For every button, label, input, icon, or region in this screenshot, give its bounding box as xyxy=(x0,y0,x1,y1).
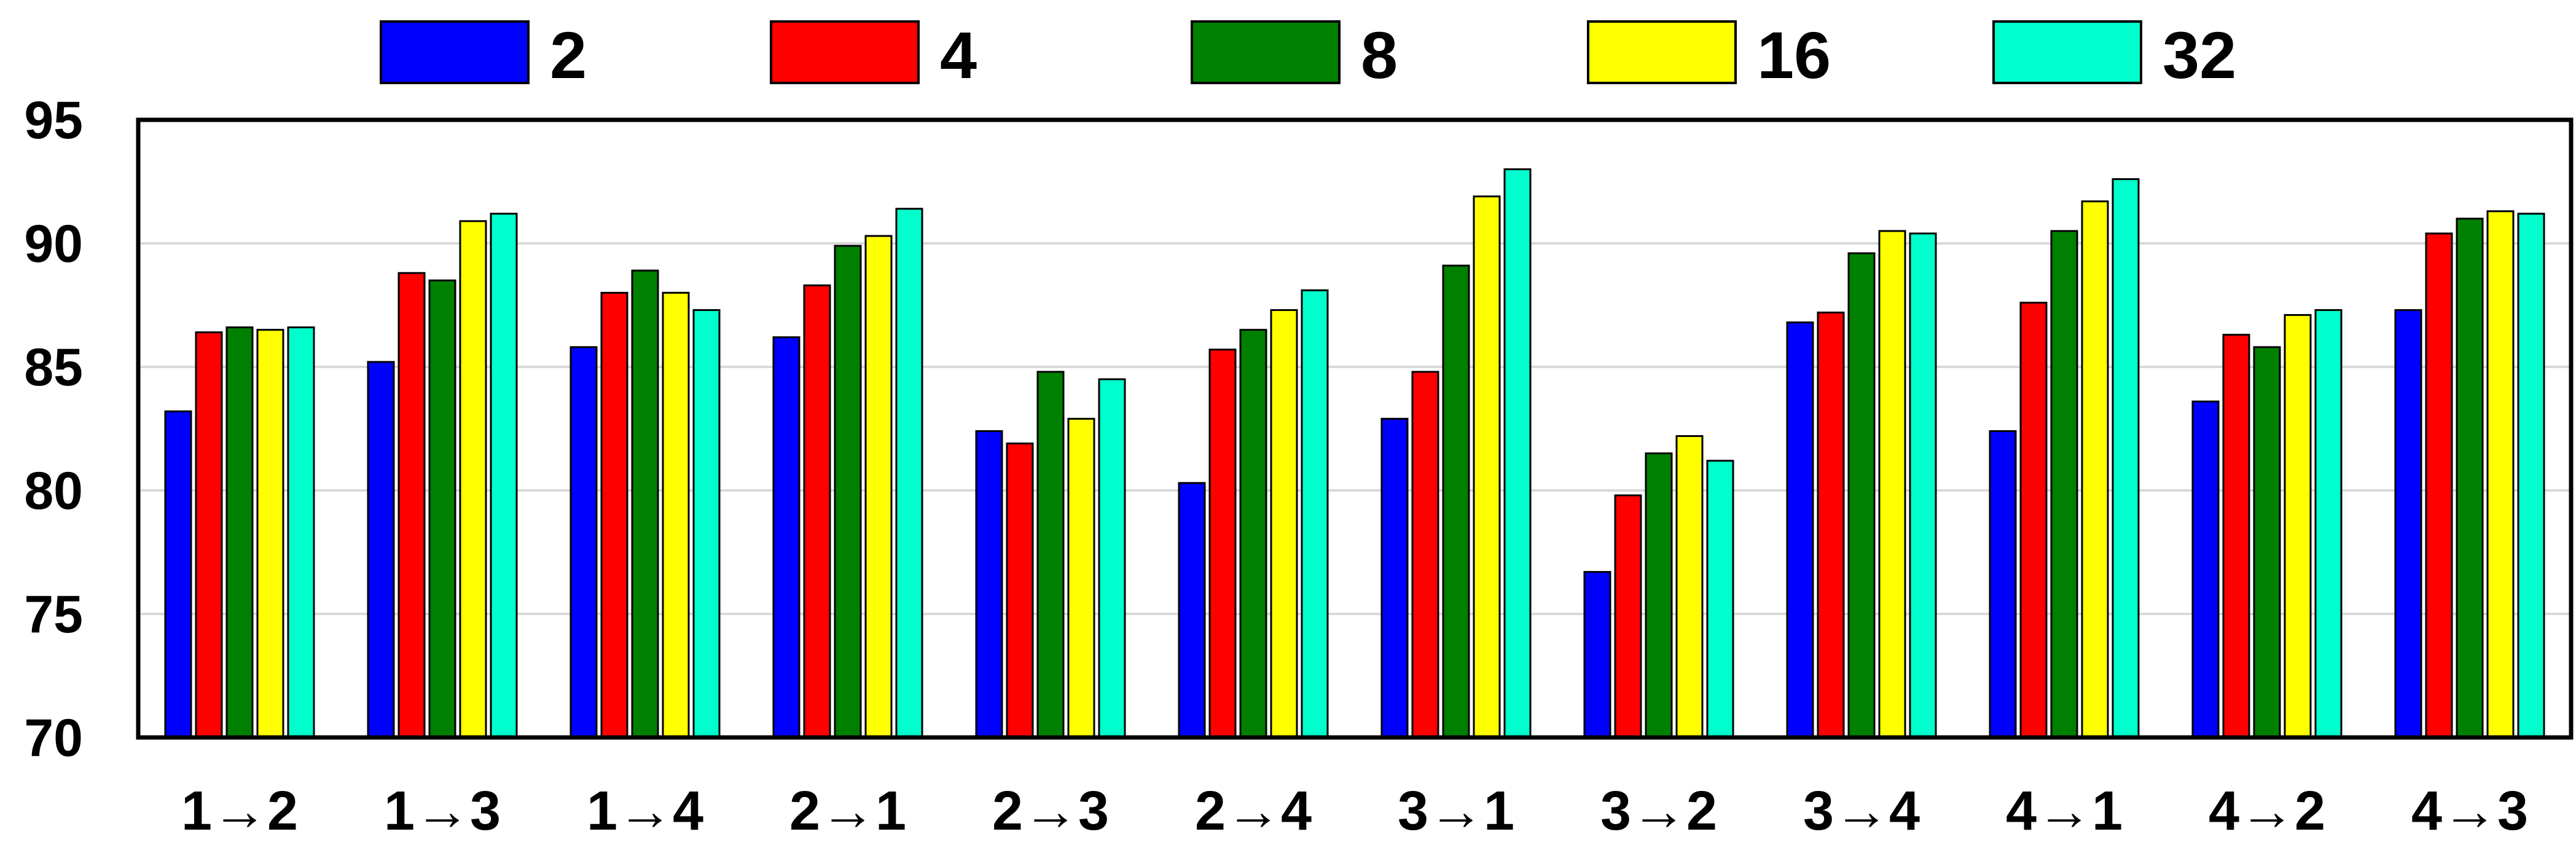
legend-label: 4 xyxy=(940,18,977,92)
bar xyxy=(2191,400,2220,739)
bar xyxy=(1036,371,1065,739)
bar xyxy=(428,279,456,739)
bar xyxy=(1645,452,1673,739)
legend-swatch xyxy=(770,20,920,84)
bar xyxy=(895,208,923,739)
x-tick-label: 3→1 xyxy=(1398,780,1514,842)
x-tick-label: 2→3 xyxy=(992,780,1109,842)
bar xyxy=(1411,371,1439,739)
bar xyxy=(2314,309,2343,739)
bar xyxy=(195,331,223,739)
bar xyxy=(600,291,628,739)
x-tick-label: 4→2 xyxy=(2209,780,2325,842)
bar xyxy=(662,291,690,739)
bar xyxy=(1098,378,1126,739)
x-tick-label: 4→3 xyxy=(2411,780,2528,842)
legend-swatch xyxy=(1992,20,2142,84)
y-axis-ticks: 70 75 80 85 90 95 xyxy=(24,91,83,768)
bar xyxy=(1208,348,1237,739)
bar xyxy=(2425,232,2453,739)
bar xyxy=(772,336,801,739)
plot-frame xyxy=(136,117,2574,740)
bar xyxy=(1706,460,1734,739)
bar xyxy=(975,430,1003,739)
legend: 2 4 8 16 32 xyxy=(380,18,2236,92)
bar xyxy=(1817,312,1845,739)
bars xyxy=(164,168,2545,739)
bar xyxy=(1380,417,1409,739)
bar xyxy=(1909,232,1937,739)
bar xyxy=(2112,178,2140,739)
legend-swatch xyxy=(1587,20,1737,84)
bar xyxy=(367,361,395,739)
legend-label: 32 xyxy=(2163,18,2236,92)
bar xyxy=(1989,430,2017,739)
bar xyxy=(2050,230,2078,739)
x-tick-label: 3→2 xyxy=(1600,780,1717,842)
bar xyxy=(570,346,598,739)
legend-label: 8 xyxy=(1361,18,1398,92)
bar xyxy=(1675,435,1704,739)
bar xyxy=(1239,329,1267,739)
bar xyxy=(1503,168,1532,739)
legend-swatch xyxy=(380,20,530,84)
bar xyxy=(1614,494,1642,739)
gridlines xyxy=(138,242,2571,615)
bar xyxy=(1878,230,1906,739)
bar xyxy=(397,272,426,739)
legend-label: 16 xyxy=(1757,18,1831,92)
bar xyxy=(631,269,659,739)
bar xyxy=(2456,218,2484,739)
y-tick-label: 75 xyxy=(24,585,83,644)
bar xyxy=(1442,264,1470,739)
bar xyxy=(164,410,192,739)
bar xyxy=(1583,571,1611,739)
bar xyxy=(864,235,893,739)
bar xyxy=(2486,210,2515,739)
bar xyxy=(1270,309,1298,739)
x-axis-ticks: 1→2 1→3 1→4 2→1 2→3 2→4 3→1 3→2 3→4 4→1 4→2 4→3 xyxy=(181,780,2528,842)
bar xyxy=(1067,417,1095,739)
bar xyxy=(803,284,831,739)
legend-label: 2 xyxy=(550,18,587,92)
x-tick-label: 4→1 xyxy=(2006,780,2123,842)
y-tick-label: 95 xyxy=(24,91,83,150)
y-tick-label: 70 xyxy=(24,709,83,768)
bar xyxy=(1473,195,1501,739)
x-tick-label: 1→3 xyxy=(384,780,501,842)
bar xyxy=(834,245,862,739)
x-tick-label: 2→4 xyxy=(1195,780,1312,842)
bar xyxy=(256,329,284,739)
x-tick-label: 1→4 xyxy=(587,780,703,842)
bar xyxy=(2517,213,2545,739)
bar xyxy=(1178,482,1206,739)
bar xyxy=(1786,321,1814,739)
bar xyxy=(2253,346,2281,739)
bar xyxy=(1006,442,1034,739)
legend-swatch xyxy=(1191,20,1341,84)
bar xyxy=(287,326,315,739)
bar xyxy=(692,309,721,739)
y-tick-label: 90 xyxy=(24,214,83,273)
x-tick-label: 1→2 xyxy=(181,780,298,842)
x-tick-label: 2→1 xyxy=(789,780,906,842)
x-tick-label: 3→4 xyxy=(1803,780,1920,842)
bar xyxy=(2081,200,2109,739)
bar xyxy=(2284,314,2312,739)
bar xyxy=(1847,252,1876,739)
bar xyxy=(2394,309,2422,739)
y-tick-label: 85 xyxy=(24,338,83,397)
bar xyxy=(225,326,254,739)
bar xyxy=(459,220,487,739)
y-tick-label: 80 xyxy=(24,462,83,521)
bar xyxy=(490,213,518,739)
bar xyxy=(2222,334,2250,739)
bar xyxy=(2019,301,2048,739)
bar xyxy=(1301,289,1329,739)
